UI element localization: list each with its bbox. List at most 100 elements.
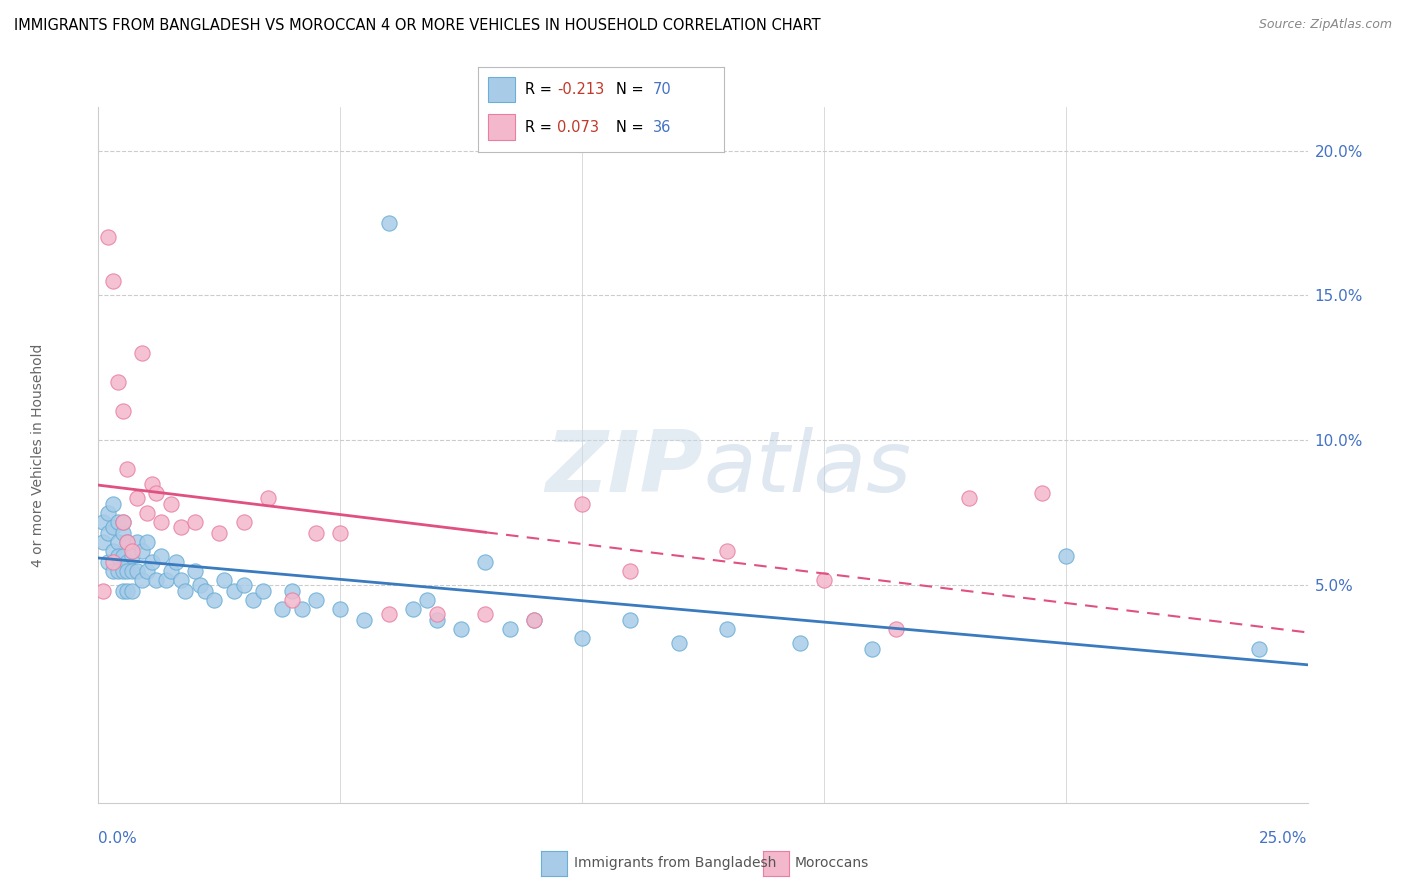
Point [232,578,254,592]
Point [107,376,129,390]
Point [131,346,153,360]
Point [111,549,134,564]
Point [91,534,114,549]
Point [111,404,134,418]
Point [101,555,124,569]
Point [619,564,641,578]
Point [117,564,139,578]
Point [256,491,278,506]
Text: 4 or more Vehicles in Household: 4 or more Vehicles in Household [31,343,45,566]
Point [716,543,738,558]
Point [271,601,294,615]
Text: R =: R = [524,120,557,135]
Point [135,506,157,520]
Point [329,526,352,541]
Point [716,622,738,636]
Point [668,636,690,650]
Point [523,613,546,627]
Point [150,515,173,529]
Text: R =: R = [524,82,557,97]
Point [101,564,124,578]
Point [150,549,173,564]
Point [813,573,835,587]
Point [165,555,187,569]
Point [619,613,641,627]
Text: Moroccans: Moroccans [794,856,869,871]
Point [232,515,254,529]
Point [111,564,134,578]
Text: 70: 70 [652,82,672,97]
Text: Source: ZipAtlas.com: Source: ZipAtlas.com [1258,18,1392,31]
Point [117,534,139,549]
Point [571,497,593,511]
Point [329,601,352,615]
Point [135,564,157,578]
Point [184,515,207,529]
Point [281,584,304,599]
Point [127,491,149,506]
Point [860,642,883,657]
Point [117,555,139,569]
Text: N =: N = [616,82,648,97]
Point [474,607,496,622]
Point [169,573,191,587]
Point [127,534,149,549]
Point [1031,485,1053,500]
Point [155,573,177,587]
Point [91,515,114,529]
Point [305,592,328,607]
Point [117,462,139,476]
Point [101,543,124,558]
Point [107,564,129,578]
Point [117,584,139,599]
Text: N =: N = [616,120,648,135]
Point [145,485,167,500]
Point [571,631,593,645]
Point [121,564,143,578]
Point [204,592,226,607]
Point [416,592,439,607]
Point [117,534,139,549]
Point [169,520,191,534]
Point [107,549,129,564]
Point [101,520,124,534]
Point [252,584,274,599]
Text: Immigrants from Bangladesh: Immigrants from Bangladesh [574,856,776,871]
Point [212,573,235,587]
Point [127,564,149,578]
Point [131,573,153,587]
Text: 0.073: 0.073 [557,120,599,135]
Point [281,592,304,607]
Text: ZIP: ZIP [546,427,703,510]
FancyBboxPatch shape [488,77,515,103]
Point [97,555,120,569]
Point [111,526,134,541]
Point [160,564,183,578]
Point [402,601,425,615]
Point [141,555,163,569]
Point [97,526,120,541]
Point [957,491,980,506]
Point [135,534,157,549]
Point [290,601,312,615]
Point [1054,549,1077,564]
Point [886,622,908,636]
Point [160,497,183,511]
Point [131,543,153,558]
Point [111,515,134,529]
Point [121,549,143,564]
Point [242,592,264,607]
Point [1249,642,1271,657]
Point [145,573,167,587]
Point [474,555,496,569]
Point [353,613,375,627]
Point [450,622,472,636]
Point [426,613,449,627]
Point [789,636,811,650]
Point [97,230,120,244]
Point [111,515,134,529]
FancyBboxPatch shape [488,114,515,140]
Point [377,607,399,622]
Point [377,216,399,230]
Text: -0.213: -0.213 [557,82,605,97]
